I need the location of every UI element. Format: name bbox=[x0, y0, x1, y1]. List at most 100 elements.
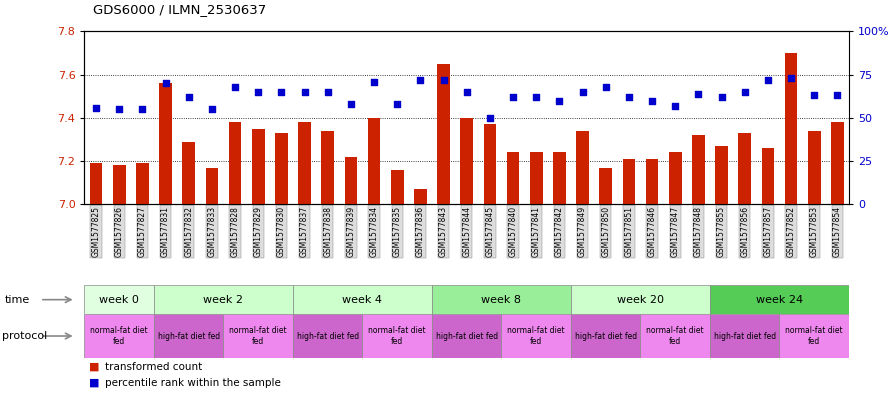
Text: transformed count: transformed count bbox=[105, 362, 202, 372]
Bar bbox=[571, 285, 710, 314]
Text: high-fat diet fed: high-fat diet fed bbox=[297, 332, 359, 340]
Bar bbox=[461, 118, 473, 204]
Point bbox=[692, 90, 706, 97]
Bar bbox=[692, 135, 705, 204]
Bar bbox=[154, 314, 223, 358]
Bar bbox=[808, 131, 821, 204]
Point bbox=[807, 92, 821, 99]
Text: normal-fat diet
fed: normal-fat diet fed bbox=[508, 326, 565, 346]
Text: normal-fat diet
fed: normal-fat diet fed bbox=[229, 326, 287, 346]
Bar bbox=[599, 168, 613, 204]
Bar bbox=[293, 314, 363, 358]
Text: week 0: week 0 bbox=[100, 295, 140, 305]
Text: time: time bbox=[4, 295, 29, 305]
Bar bbox=[553, 152, 565, 204]
Text: normal-fat diet
fed: normal-fat diet fed bbox=[368, 326, 426, 346]
Bar bbox=[345, 157, 357, 204]
Point bbox=[784, 75, 798, 81]
Point bbox=[621, 94, 636, 100]
Text: high-fat diet fed: high-fat diet fed bbox=[436, 332, 498, 340]
Bar bbox=[228, 122, 242, 204]
Point bbox=[529, 94, 543, 100]
Bar bbox=[432, 285, 571, 314]
Bar bbox=[113, 165, 125, 204]
Point bbox=[89, 105, 103, 111]
Bar bbox=[710, 285, 849, 314]
Point bbox=[112, 106, 126, 112]
Text: high-fat diet fed: high-fat diet fed bbox=[574, 332, 637, 340]
Bar bbox=[298, 122, 311, 204]
Text: week 8: week 8 bbox=[482, 295, 522, 305]
Text: GDS6000 / ILMN_2530637: GDS6000 / ILMN_2530637 bbox=[93, 3, 267, 16]
Point bbox=[181, 94, 196, 100]
Bar bbox=[710, 314, 780, 358]
Point bbox=[483, 115, 497, 121]
Bar bbox=[831, 122, 844, 204]
Point bbox=[506, 94, 520, 100]
Bar bbox=[640, 314, 710, 358]
Bar bbox=[154, 285, 293, 314]
Point bbox=[204, 106, 219, 112]
Bar bbox=[571, 314, 640, 358]
Bar bbox=[669, 152, 682, 204]
Bar bbox=[530, 152, 542, 204]
Point bbox=[645, 97, 659, 104]
Bar bbox=[293, 285, 432, 314]
Point bbox=[298, 89, 312, 95]
Text: normal-fat diet
fed: normal-fat diet fed bbox=[785, 326, 843, 346]
Point bbox=[669, 103, 683, 109]
Point bbox=[830, 92, 845, 99]
Point bbox=[228, 84, 242, 90]
Bar bbox=[414, 189, 427, 204]
Bar bbox=[576, 131, 589, 204]
Point bbox=[413, 77, 428, 83]
Point bbox=[275, 89, 289, 95]
Bar bbox=[275, 133, 288, 204]
Bar bbox=[622, 159, 636, 204]
Bar bbox=[84, 314, 154, 358]
Point bbox=[460, 89, 474, 95]
Point bbox=[738, 89, 752, 95]
Text: normal-fat diet
fed: normal-fat diet fed bbox=[646, 326, 704, 346]
Bar bbox=[785, 53, 797, 204]
Bar bbox=[437, 64, 450, 204]
Bar bbox=[716, 146, 728, 204]
Bar bbox=[780, 314, 849, 358]
Bar bbox=[136, 163, 148, 204]
Bar bbox=[159, 83, 172, 204]
Point bbox=[761, 77, 775, 83]
Point bbox=[367, 79, 381, 85]
Text: high-fat diet fed: high-fat diet fed bbox=[157, 332, 220, 340]
Point bbox=[436, 77, 451, 83]
Point bbox=[552, 97, 566, 104]
Text: ■: ■ bbox=[89, 378, 100, 388]
Text: week 4: week 4 bbox=[342, 295, 382, 305]
Point bbox=[251, 89, 265, 95]
Bar bbox=[501, 314, 571, 358]
Bar bbox=[391, 170, 404, 204]
Text: week 20: week 20 bbox=[617, 295, 664, 305]
Text: ■: ■ bbox=[89, 362, 100, 372]
Point bbox=[575, 89, 589, 95]
Bar bbox=[432, 314, 501, 358]
Bar bbox=[507, 152, 519, 204]
Text: week 2: week 2 bbox=[204, 295, 244, 305]
Text: percentile rank within the sample: percentile rank within the sample bbox=[105, 378, 281, 388]
Bar bbox=[762, 148, 774, 204]
Text: high-fat diet fed: high-fat diet fed bbox=[714, 332, 776, 340]
Bar bbox=[321, 131, 334, 204]
Bar bbox=[484, 125, 496, 204]
Bar bbox=[363, 314, 432, 358]
Point bbox=[135, 106, 149, 112]
Point bbox=[598, 84, 613, 90]
Point bbox=[321, 89, 335, 95]
Bar bbox=[645, 159, 659, 204]
Text: week 24: week 24 bbox=[756, 295, 803, 305]
Bar bbox=[252, 129, 265, 204]
Point bbox=[390, 101, 404, 107]
Point bbox=[715, 94, 729, 100]
Point bbox=[158, 80, 172, 86]
Bar bbox=[223, 314, 293, 358]
Text: protocol: protocol bbox=[2, 331, 47, 341]
Bar bbox=[739, 133, 751, 204]
